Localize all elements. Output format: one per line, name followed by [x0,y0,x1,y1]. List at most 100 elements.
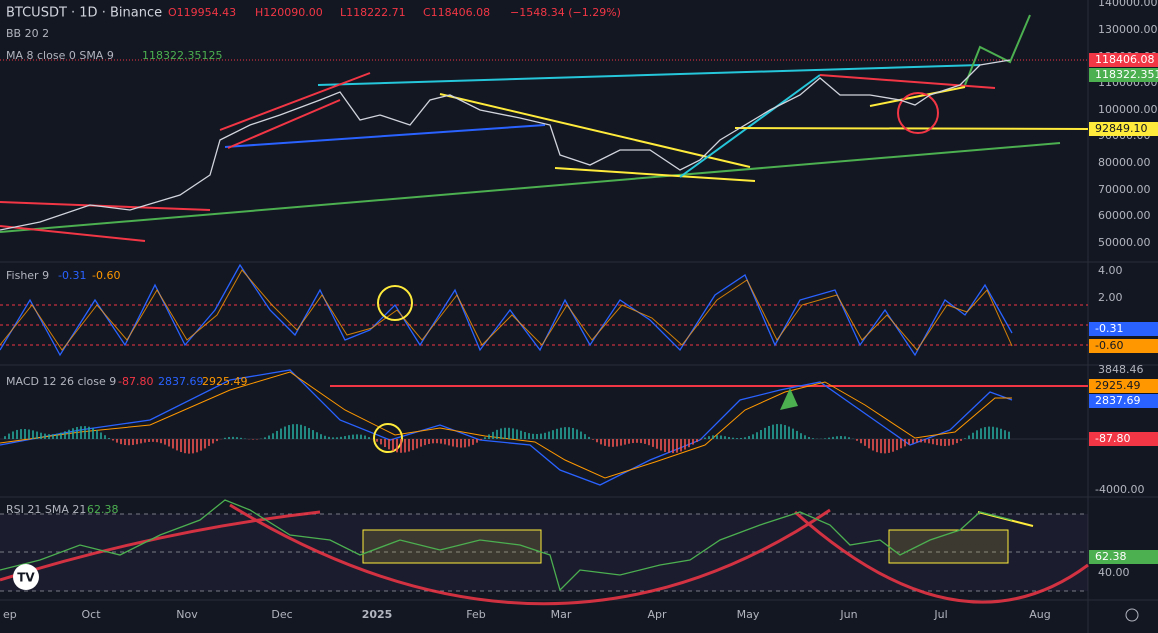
macd-hist-bar [784,425,786,439]
macd-hist-bar [316,432,318,439]
macd-hist-bar [744,437,746,439]
macd-hist-bar [732,437,734,439]
macd-hist-bar [904,439,906,447]
macd-hist-bar [956,439,958,444]
macd-hist-bar [536,434,538,439]
macd-hist-bar [312,430,314,439]
macd-hist-bar [332,437,334,439]
macd-hist-bar [172,439,174,449]
macd-hist-bar [628,439,630,444]
macd-hist-bar [20,429,22,439]
macd-hist-bar [432,439,434,444]
price-badge [1089,322,1158,336]
macd-hist-bar [320,434,322,439]
macd-hist-bar [116,439,118,443]
macd-hist-bar [12,431,14,439]
macd-hist-bar [796,430,798,439]
macd-hist-bar [216,439,218,442]
symbol: BTCUSDT · 1D · Binance [6,6,162,21]
macd-hist-bar [340,436,342,439]
macd-hist-bar [756,432,758,439]
ma-indicator[interactable]: MA 8 close 0 SMA 9 [6,49,114,62]
macd-hist-bar [604,439,606,446]
macd-hist-bar [52,434,54,439]
macd-hist-bar [152,439,154,442]
ma-value: 118322.35125 [142,49,222,62]
macd-hist-bar [920,439,922,443]
macd-hist-bar [296,424,298,439]
macd-hist-bar [324,435,326,439]
rsi-title[interactable]: RSI 21 SMA 21 [6,503,86,516]
macd-hist-bar [804,435,806,439]
macd-hist-bar [752,434,754,439]
macd-hist-bar [764,427,766,439]
macd-hist-bar [928,439,930,444]
macd-hist-bar [412,439,414,451]
macd-hist-bar [504,427,506,439]
fisher-title[interactable]: Fisher 9 [6,269,49,282]
macd-hist-bar [448,439,450,446]
macd-hist-bar [4,436,6,439]
macd-hist-bar [468,439,470,447]
fisher-levels [0,304,1088,346]
macd-hist-bar [192,439,194,454]
macd-hist-bar [420,439,422,447]
ohlc-close: C118406.08 [423,6,490,19]
macd-hist-bar [84,426,86,439]
macd-hist-bar [568,427,570,439]
macd-hist-bar [512,428,514,439]
macd-hist-bar [480,439,482,441]
tradingview-logo[interactable] [13,564,39,590]
macd-hist-bar [832,436,834,439]
macd-hist-bar [156,439,158,443]
macd-hist-bar [880,439,882,454]
macd-hist-bar [516,429,518,439]
macd-hist-bar [620,439,622,446]
macd-hist-bar [652,439,654,447]
ohlc-low: L118222.71 [340,6,406,19]
time-label: Jul [933,608,947,621]
fisher-trigger [0,269,1013,351]
price-label: 130000.00 [1098,23,1158,36]
macd-hist-bar [636,439,638,443]
macd-hist-bar [724,436,726,439]
macd-hist-bar [876,439,878,453]
macd-hist-bar [492,431,494,439]
time-label: Nov [176,608,198,621]
macd-hist-bar [376,439,378,442]
macd-hist-bar [64,431,66,439]
macd-hist-bar [508,427,510,439]
macd-hist-bar [452,439,454,447]
price-badge-text: 62.38 [1095,550,1127,563]
macd-hist-bar [88,426,90,439]
macd-hist-bar [524,432,526,439]
macd-hist-bar [212,439,214,444]
time-label: May [737,608,760,621]
macd-hist-bar [948,439,950,446]
macd-hist-bar [272,433,274,439]
time-label: Jun [839,608,857,621]
price-badge-text: -87.80 [1095,432,1130,445]
macd-title[interactable]: MACD 12 26 close 9 [6,375,116,388]
macd-hist-bar [528,433,530,439]
logo-text: TV [17,571,35,585]
macd-hist-bar [700,439,702,440]
macd-hist-bar [684,439,686,450]
arrow [780,388,798,410]
macd-hist-bar [168,439,170,447]
settings-icon[interactable] [1125,608,1139,622]
macd-hist-bar [16,429,18,439]
macd-hist-bar [924,439,926,443]
macd-hist-bar [60,432,62,439]
macd-hist-bar [712,435,714,439]
macd-hist-bar [48,434,50,439]
ohlc-change: −1548.34 (−1.29%) [510,6,621,19]
macd-hist-bar [288,425,290,439]
macd-hist-bar [208,439,210,446]
macd-hist-bar [228,437,230,439]
bb-indicator[interactable]: BB 20 2 [6,27,49,40]
macd-hist-bar [760,429,762,439]
axis-label: 40.00 [1098,566,1130,579]
macd-hist-bar [240,437,242,439]
